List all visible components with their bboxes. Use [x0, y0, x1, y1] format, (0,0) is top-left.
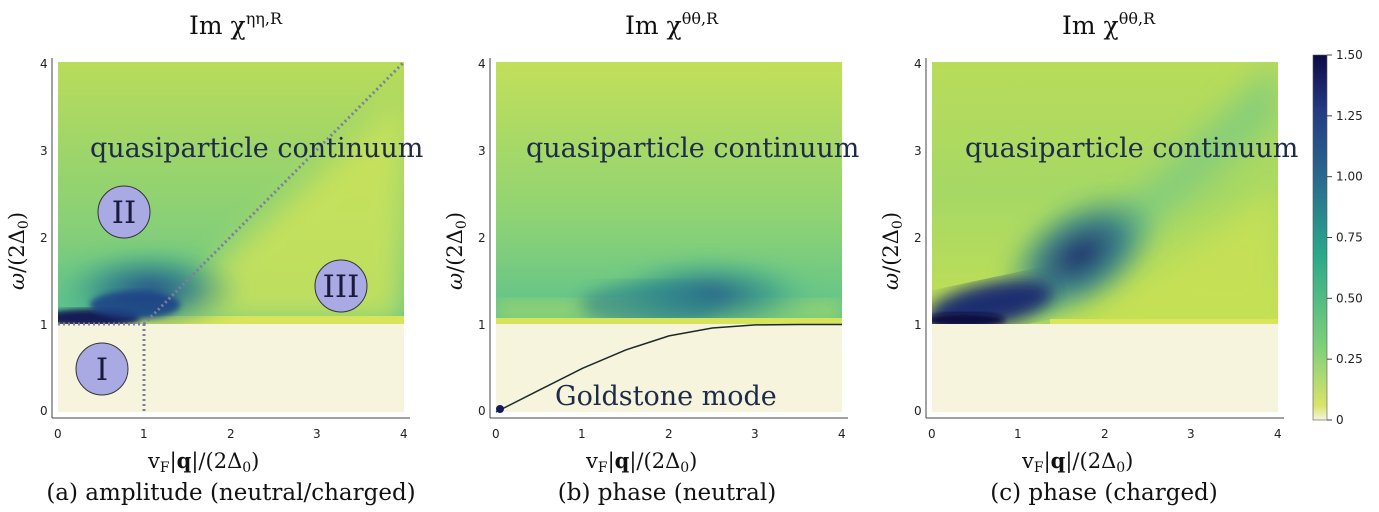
svg-text:4: 4 — [914, 57, 922, 71]
panel-c-frame — [925, 58, 1284, 419]
goldstone-origin-dot — [496, 405, 504, 413]
svg-text:1: 1 — [140, 427, 148, 441]
panel-c-caption: (c) phase (charged) — [990, 480, 1218, 506]
svg-text:1: 1 — [914, 318, 922, 332]
svg-text:3: 3 — [478, 144, 486, 158]
region-III-label: III — [323, 269, 360, 305]
colorbar-tick-label: 0 — [1336, 413, 1344, 427]
svg-text:1: 1 — [478, 318, 486, 332]
svg-text:0: 0 — [478, 404, 486, 418]
svg-text:3: 3 — [914, 144, 922, 158]
colorbar-gradient — [1312, 54, 1328, 421]
panel-a-annotation: quasiparticle continuum — [90, 133, 423, 164]
region-III: III — [314, 259, 368, 313]
panel-b: Im χθθ,R 0 1 2 3 4 0 1 2 — [478, 9, 859, 506]
panel-a-frame — [51, 58, 410, 419]
svg-text:1: 1 — [1014, 427, 1022, 441]
colorbar-tick-label: 1.25 — [1336, 109, 1363, 123]
svg-text:0: 0 — [40, 404, 48, 418]
panel-c-xticks: 0 1 2 3 4 — [928, 427, 1282, 441]
panel-b-frame — [489, 58, 848, 419]
colorbar: 0 0.25 0.50 0.75 1.00 1.25 1.50 — [1312, 48, 1363, 427]
svg-text:4: 4 — [838, 427, 846, 441]
panel-b-yticks: 0 1 2 3 4 — [478, 57, 486, 418]
svg-text:4: 4 — [1274, 427, 1282, 441]
panel-b-annotation: quasiparticle continuum — [526, 133, 859, 164]
panel-a-caption: (a) amplitude (neutral/charged) — [46, 480, 415, 506]
panel-b-goldstone-label: Goldstone mode — [555, 381, 777, 412]
panel-c-ylabel: ω/(2Δ0) — [879, 212, 906, 290]
region-II-label: II — [112, 195, 137, 231]
colorbar-tick-label: 0.75 — [1336, 231, 1363, 245]
panel-a-title: Im χηη,R — [189, 9, 283, 40]
svg-text:3: 3 — [40, 144, 48, 158]
panel-a: Im χηη,R 0 — [5, 9, 423, 506]
svg-text:3: 3 — [751, 427, 759, 441]
panel-a-ylabel: ω/(2Δ0) — [5, 212, 32, 290]
svg-text:0: 0 — [54, 427, 62, 441]
colorbar-tick-label: 1.50 — [1336, 48, 1363, 62]
svg-text:3: 3 — [1187, 427, 1195, 441]
panel-c-annotation: quasiparticle continuum — [965, 133, 1298, 164]
svg-text:0: 0 — [928, 427, 936, 441]
panel-a-xticks: 0 1 2 3 4 — [54, 427, 408, 441]
colorbar-tick-label: 1.00 — [1336, 170, 1363, 184]
svg-text:4: 4 — [478, 57, 486, 71]
svg-text:1: 1 — [40, 318, 48, 332]
svg-text:4: 4 — [400, 427, 408, 441]
svg-text:2: 2 — [478, 231, 486, 245]
panel-c-yticks: 0 1 2 3 4 — [914, 57, 922, 418]
panel-c-heatmap — [932, 62, 1278, 412]
panel-b-xticks: 0 1 2 3 4 — [492, 427, 846, 441]
panel-b-xlabel: vF|q|/(2Δ0) — [585, 448, 697, 476]
panel-c-title: Im χθθ,R — [1062, 9, 1156, 40]
region-I: I — [75, 342, 129, 396]
panel-b-heatmap — [496, 62, 842, 412]
svg-text:3: 3 — [313, 427, 321, 441]
colorbar-tick-label: 0.25 — [1336, 352, 1363, 366]
goldstone-mode-curve — [495, 323, 842, 413]
panel-c: Im χθθ,R 0 1 2 3 4 — [879, 9, 1298, 506]
panel-c-xlabel: vF|q|/(2Δ0) — [1021, 448, 1133, 476]
svg-text:4: 4 — [40, 57, 48, 71]
svg-text:2: 2 — [40, 231, 48, 245]
svg-text:2: 2 — [227, 427, 235, 441]
svg-text:2: 2 — [1101, 427, 1109, 441]
panel-b-caption: (b) phase (neutral) — [558, 480, 776, 506]
svg-text:0: 0 — [492, 427, 500, 441]
svg-text:2: 2 — [914, 231, 922, 245]
region-II: II — [97, 185, 151, 239]
panel-b-ylabel: ω/(2Δ0) — [443, 212, 470, 290]
panel-a-xlabel: vF|q|/(2Δ0) — [147, 448, 259, 476]
svg-text:0: 0 — [914, 404, 922, 418]
colorbar-tick-label: 0.50 — [1336, 291, 1363, 305]
colorbar-ticks: 0 0.25 0.50 0.75 1.00 1.25 1.50 — [1327, 48, 1363, 427]
svg-text:2: 2 — [665, 427, 673, 441]
panel-b-title: Im χθθ,R — [625, 9, 719, 40]
svg-text:1: 1 — [578, 427, 586, 441]
panel-a-guides — [58, 60, 406, 412]
panel-a-yticks: 0 1 2 3 4 — [40, 57, 48, 418]
region-I-label: I — [96, 352, 108, 388]
